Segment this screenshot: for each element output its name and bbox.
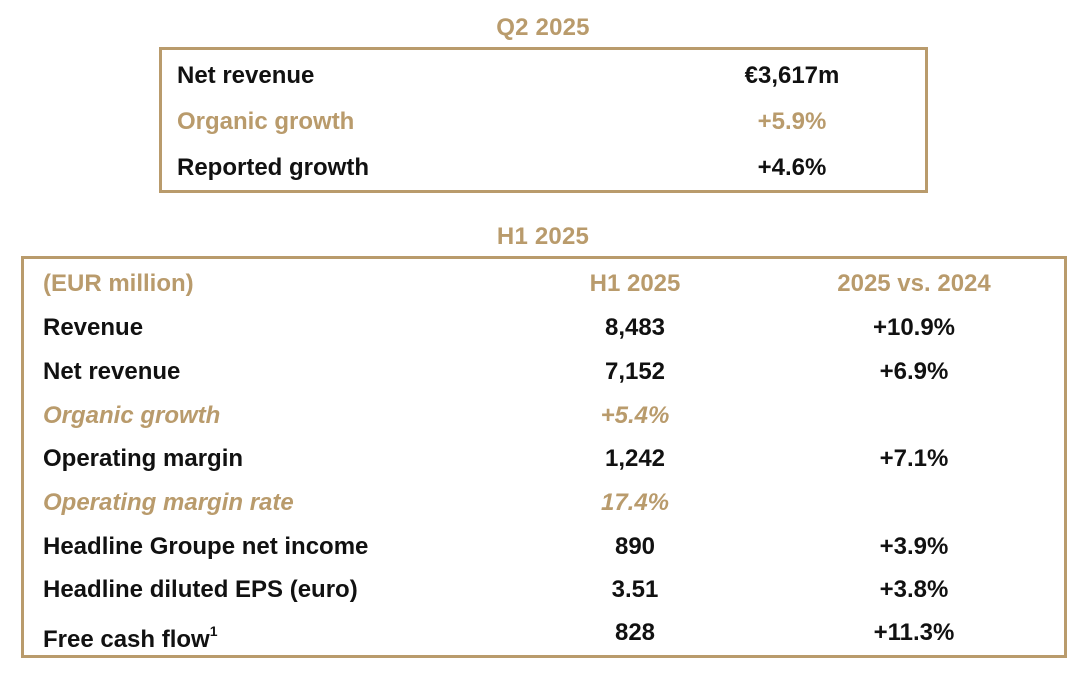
q2-summary-box: Net revenue €3,617m Organic growth +5.9%… <box>159 47 928 193</box>
row-label-text: Free cash flow <box>43 626 210 653</box>
row-value: +4.6% <box>757 154 827 181</box>
table-header-row: (EUR million) H1 2025 2025 vs. 2024 <box>24 264 1064 304</box>
row-value-change: +3.8% <box>879 576 949 603</box>
row-value: €3,617m <box>744 62 840 89</box>
table-row: Organic growth +5.9% <box>162 102 925 142</box>
table-row: Reported growth +4.6% <box>162 148 925 188</box>
row-label: Organic growth <box>177 108 355 135</box>
table-row: Net revenue 7,152 +6.9% <box>24 352 1064 392</box>
row-label: Net revenue <box>177 62 315 89</box>
row-value-h1: 7,152 <box>604 358 666 385</box>
row-value-h1: +5.4% <box>600 402 670 429</box>
row-value-h1: 8,483 <box>604 314 666 341</box>
table-row: Revenue 8,483 +10.9% <box>24 308 1064 348</box>
header-col1: H1 2025 <box>589 270 681 297</box>
row-label: Free cash flow1 <box>43 613 218 660</box>
row-label: Revenue <box>43 314 144 341</box>
row-value-h1: 890 <box>614 533 656 560</box>
row-label: Operating margin <box>43 445 244 472</box>
table-row: Organic growth +5.4% <box>24 396 1064 436</box>
header-label: (EUR million) <box>43 270 194 297</box>
row-value-h1: 17.4% <box>600 489 670 516</box>
row-value-change: +11.3% <box>873 619 955 646</box>
row-value-change: +10.9% <box>872 314 956 341</box>
h1-results-box: (EUR million) H1 2025 2025 vs. 2024 Reve… <box>21 256 1067 658</box>
row-value: +5.9% <box>757 108 827 135</box>
table-row: Headline Groupe net income 890 +3.9% <box>24 527 1064 567</box>
table-row: Operating margin 1,242 +7.1% <box>24 439 1064 479</box>
row-value-change: +3.9% <box>879 533 949 560</box>
row-label: Reported growth <box>177 154 369 181</box>
q2-title: Q2 2025 <box>496 14 590 41</box>
row-label: Net revenue <box>43 358 181 385</box>
header-col2: 2025 vs. 2024 <box>837 270 991 297</box>
row-label: Headline diluted EPS (euro) <box>43 576 358 603</box>
row-value-h1: 828 <box>614 619 656 646</box>
row-label: Headline Groupe net income <box>43 533 369 560</box>
table-row: Headline diluted EPS (euro) 3.51 +3.8% <box>24 570 1064 610</box>
h1-title: H1 2025 <box>496 223 590 250</box>
row-label: Organic growth <box>43 402 221 429</box>
table-row: Free cash flow1 828 +11.3% <box>24 613 1064 653</box>
row-value-change: +6.9% <box>879 358 949 385</box>
footnote-marker: 1 <box>209 623 218 639</box>
row-label: Operating margin rate <box>43 489 294 516</box>
row-value-h1: 3.51 <box>611 576 659 603</box>
row-value-change: +7.1% <box>879 445 949 472</box>
table-row: Net revenue €3,617m <box>162 56 925 96</box>
row-value-h1: 1,242 <box>604 445 666 472</box>
table-row: Operating margin rate 17.4% <box>24 483 1064 523</box>
